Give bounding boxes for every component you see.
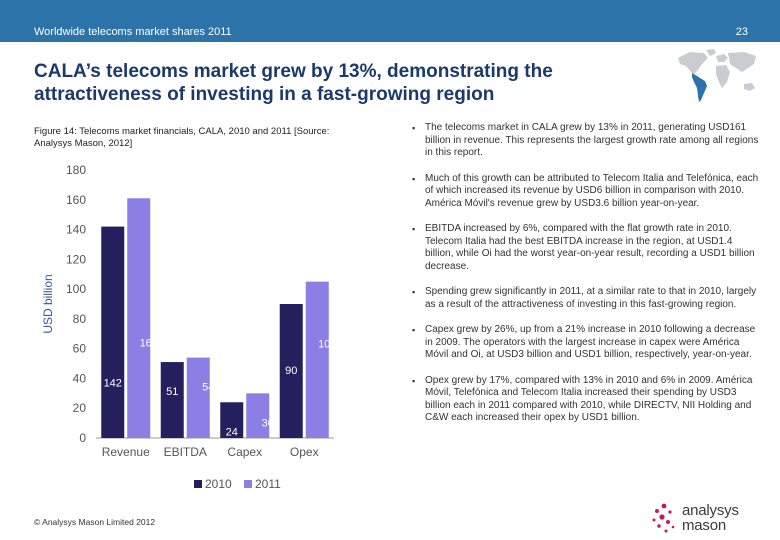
bullet-glyph: ▪	[412, 375, 416, 386]
bullet-text: Opex grew by 17%, compared with 13% in 2…	[425, 374, 753, 424]
y-tick-label: 40	[73, 371, 87, 385]
copyright-footer: © Analysys Mason Limited 2012	[34, 517, 156, 527]
y-tick-label: 100	[66, 282, 86, 296]
legend-swatch-2011	[244, 480, 252, 488]
x-tick-label: EBITDA	[164, 445, 207, 459]
map-asia	[728, 52, 756, 72]
bullet-text: Spending grew significantly in 2011, at …	[425, 286, 757, 310]
world-map-icon	[678, 49, 756, 102]
bullet-text: EBITDA increased by 6%, compared with th…	[425, 223, 755, 272]
map-latin-america	[692, 73, 707, 102]
y-tick-label: 80	[73, 312, 87, 326]
bar-2010-capex	[220, 402, 244, 438]
y-tick-label: 140	[66, 223, 86, 237]
data-label: 105	[318, 339, 336, 351]
x-tick-label: Revenue	[102, 445, 150, 459]
bullet-glyph: ▪	[412, 173, 416, 184]
y-tick-label: 120	[66, 252, 86, 266]
bullet-text: Much of this growth can be attributed to…	[425, 172, 759, 209]
bullet-item: ▪ The telecoms market in CALA grew by 13%…	[410, 122, 760, 160]
data-label: 161	[140, 337, 158, 349]
y-tick-label: 60	[73, 342, 87, 356]
x-tick-label: Opex	[290, 445, 319, 459]
bar-2011-revenue	[127, 198, 151, 438]
map-africa	[716, 65, 730, 88]
page-number: 23	[735, 26, 748, 38]
bar-2010-ebitda	[160, 362, 184, 438]
bullet-item: ▪ Opex grew by 17%, compared with 13% in …	[410, 375, 760, 425]
map-australia	[744, 83, 755, 91]
bullet-item: ▪ EBITDA increased by 6%, compared with t…	[410, 223, 760, 273]
y-tick-label: 160	[66, 193, 86, 207]
data-label: 142	[104, 378, 122, 390]
y-tick-label: 20	[73, 401, 87, 415]
bullet-text: The telecoms market in CALA grew by 13% …	[425, 122, 759, 158]
bullet-item: ▪ Spending grew significantly in 2011, at…	[410, 286, 760, 311]
bullet-list: ▪ The telecoms market in CALA grew by 13%…	[410, 122, 760, 438]
x-tick-label: Capex	[227, 445, 262, 459]
bar-2010-revenue	[101, 226, 125, 438]
data-label: 90	[285, 365, 297, 377]
data-label: 30	[262, 417, 274, 429]
data-label: 51	[166, 386, 178, 398]
bullet-item: ▪ Much of this growth can be attributed t…	[410, 173, 760, 211]
logo-dots-icon	[652, 503, 675, 533]
bar-chart: 0 20 40 60 80 100 120 140 160 180 USD billion 142 16…	[41, 163, 336, 491]
legend-label: 2010	[205, 477, 232, 491]
header-bar: Worldwide telecoms market shares 2011 23	[0, 0, 780, 42]
figure-caption: Figure 14: Telecoms market financials, C…	[34, 126, 330, 149]
bullet-glyph: ▪	[412, 123, 416, 133]
data-label: 24	[226, 426, 238, 438]
bar-2011-opex	[305, 281, 329, 438]
analysys-mason-logo: analysys mason	[648, 500, 748, 536]
bullet-text: Capex grew by 26%, up from a 21% increas…	[425, 324, 756, 360]
page-title: CALA’s telecoms market grew by 13%, demo…	[34, 61, 553, 105]
bullet-item: ▪ Capex grew by 26%, up from a 21% increa…	[410, 324, 760, 362]
bullet-glyph: ▪	[412, 224, 416, 234]
bullet-glyph: ▪	[412, 287, 416, 297]
logo-line-2: mason	[682, 517, 727, 534]
y-axis-label: USD billion	[41, 274, 55, 333]
map-greenland	[706, 49, 716, 56]
legend-label: 2011	[255, 477, 281, 491]
map-europe	[716, 54, 728, 62]
data-label: 54	[202, 382, 214, 394]
deck-title: Worldwide telecoms market shares 2011	[34, 26, 232, 38]
map-north-america	[678, 52, 708, 74]
bullet-glyph: ▪	[412, 325, 416, 335]
bar-2011-ebitda	[186, 357, 210, 438]
bar-2010-opex	[279, 304, 303, 438]
legend-swatch-2010	[194, 480, 202, 488]
y-tick-label: 180	[66, 163, 86, 177]
y-tick-label: 0	[79, 431, 86, 445]
logo-line-1: analysys	[682, 502, 739, 519]
bar-2011-capex	[246, 393, 270, 438]
